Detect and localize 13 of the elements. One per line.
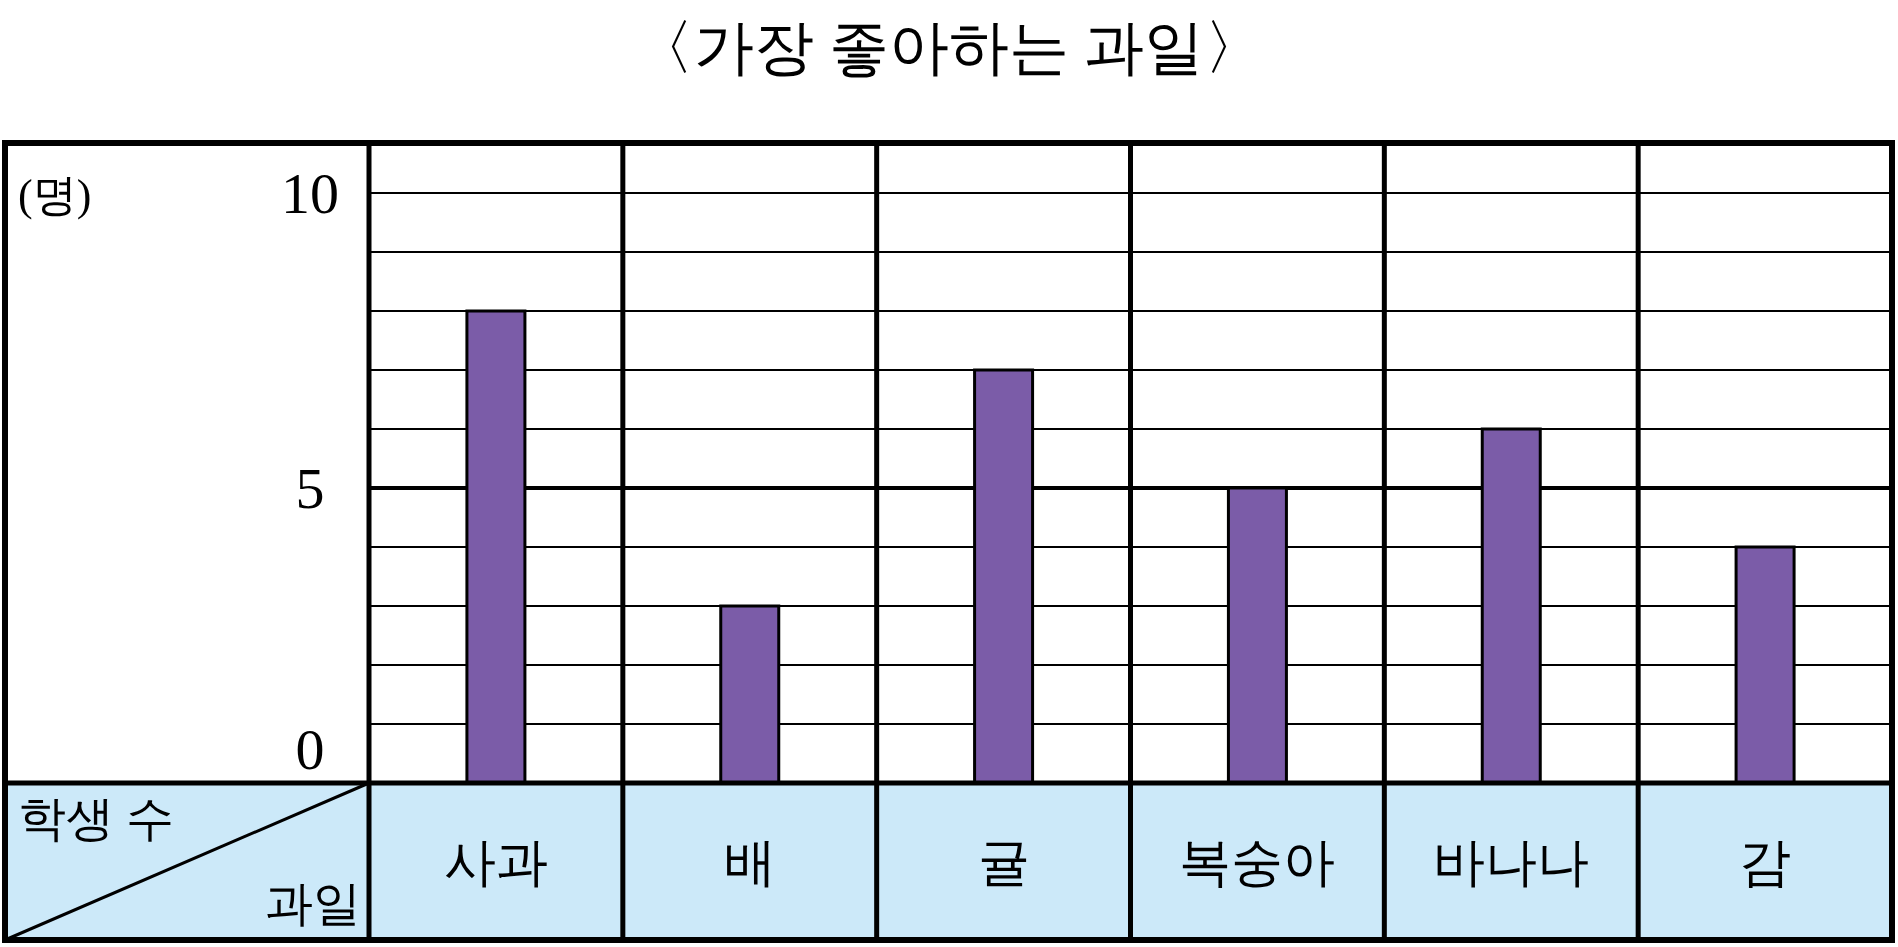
x-tick-label: 배 bbox=[723, 833, 776, 891]
text: (명) bbox=[18, 171, 92, 220]
x-tick-label: 복숭아 bbox=[1179, 833, 1336, 891]
x-tick-label: 바나나 bbox=[1433, 833, 1590, 891]
y-tick-label: 10 bbox=[281, 161, 339, 227]
y-tick-label: 5 bbox=[295, 456, 325, 522]
y-axis-title: 학생 수 bbox=[18, 792, 174, 845]
x-axis-title: 과일 bbox=[265, 877, 361, 930]
chart-title: 〈가장 좋아하는 과일〉 bbox=[634, 15, 1264, 81]
x-tick-label: 감 bbox=[1739, 833, 1792, 891]
x-tick-label: 사과 bbox=[443, 833, 548, 891]
x-tick-label: 귤 bbox=[977, 833, 1030, 891]
y-tick-label: 0 bbox=[295, 716, 325, 782]
